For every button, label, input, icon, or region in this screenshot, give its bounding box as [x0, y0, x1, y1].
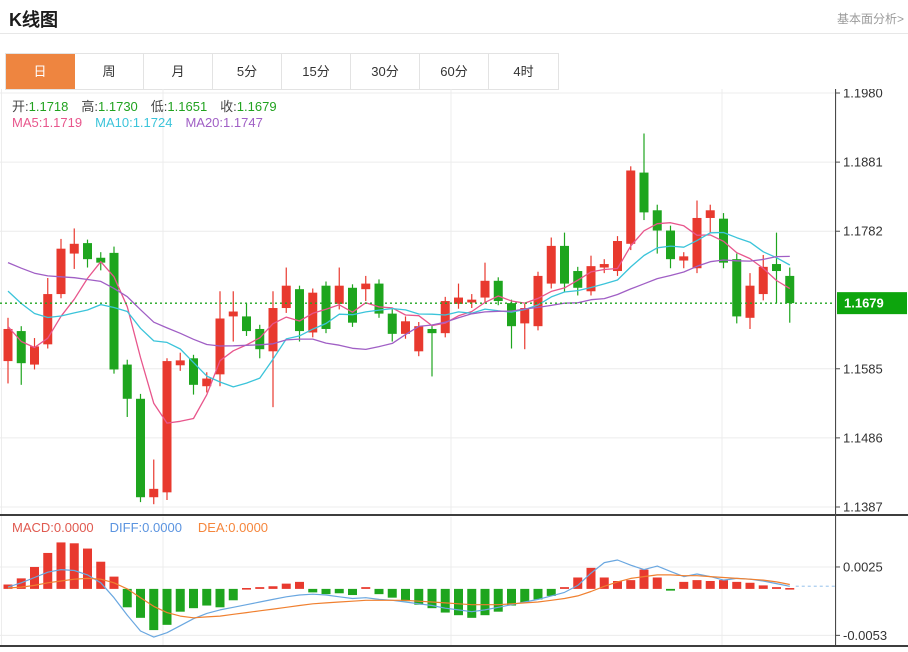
period-tabbar: 日周月 5分 15分 30分 60分 4时: [5, 53, 559, 90]
chart-bottom-border: [0, 645, 908, 647]
svg-text:-0.0053: -0.0053: [843, 628, 887, 643]
tab-4hour[interactable]: 4时: [489, 54, 558, 89]
tab-5min[interactable]: 5分: [213, 54, 282, 89]
tab-day[interactable]: 日: [6, 54, 75, 89]
tab-30min[interactable]: 30分: [351, 54, 420, 89]
tab-60min[interactable]: 60分: [420, 54, 489, 89]
page-title: K线图: [9, 10, 58, 30]
pane-divider: [0, 514, 908, 516]
header-divider: [0, 33, 908, 34]
chart-left-border: [1, 89, 2, 645]
svg-text:0.0025: 0.0025: [843, 559, 883, 574]
svg-text:1.1881: 1.1881: [843, 155, 883, 170]
kline-chart-area: 开:1.1718 高:1.1730 低:1.1651 收:1.1679 MA5:1.1…: [0, 89, 908, 647]
current-price-badge: 1.1679: [837, 292, 907, 315]
svg-text:1.1486: 1.1486: [843, 430, 883, 445]
svg-text:1.1782: 1.1782: [843, 224, 883, 239]
svg-text:1.1980: 1.1980: [843, 89, 883, 101]
fundamental-analysis-link[interactable]: 基本面分析>: [836, 12, 904, 26]
candlestick-pane[interactable]: [0, 89, 835, 514]
svg-text:1.1387: 1.1387: [843, 500, 883, 515]
svg-text:1.1679: 1.1679: [844, 296, 884, 311]
tab-15min[interactable]: 15分: [282, 54, 351, 89]
tab-month[interactable]: 月: [144, 54, 213, 89]
macd-pane[interactable]: [0, 517, 835, 645]
price-axis: 1.1980 1.1881 1.1782 1.1585 1.1486 1.1387 1.16…: [835, 89, 907, 647]
svg-text:1.1585: 1.1585: [843, 361, 883, 376]
tab-week[interactable]: 周: [75, 54, 144, 89]
